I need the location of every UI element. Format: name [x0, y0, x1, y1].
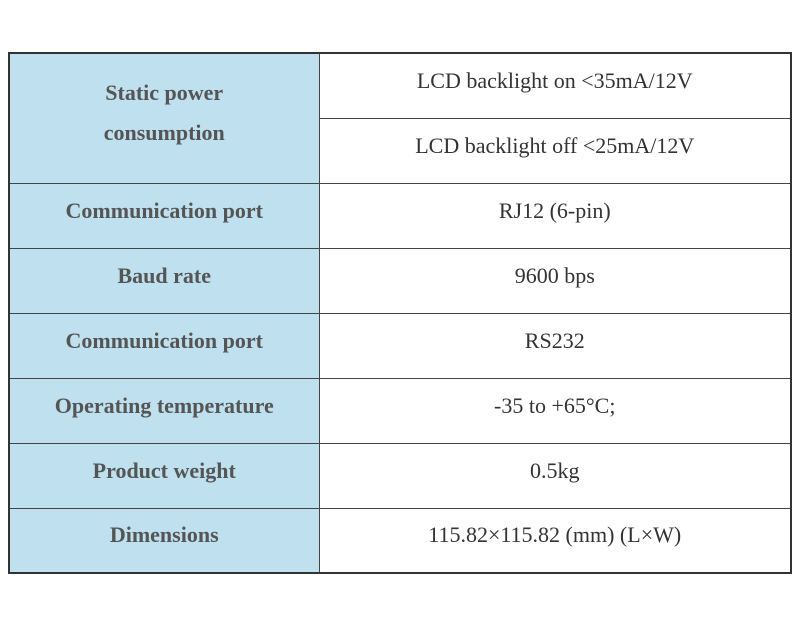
row-label: Operating temperature — [54, 392, 274, 418]
row-value: LCD backlight on <35mA/12V — [318, 52, 792, 119]
row-value: RJ12 (6-pin) — [318, 182, 792, 249]
row-label: Communication port — [65, 327, 263, 353]
table-row: Baud rate 9600 bps — [8, 247, 792, 314]
row-label-cell: Communication port — [8, 182, 320, 249]
row-value: 9600 bps — [318, 247, 792, 314]
row-value: 0.5kg — [318, 442, 792, 509]
row-label-cell: Operating temperature — [8, 377, 320, 444]
row-label: Static power consumption — [103, 80, 225, 146]
table-row: Dimensions 115.82×115.82 (mm) (L×W) — [8, 507, 792, 574]
row-label-cell: Baud rate — [8, 247, 320, 314]
row-label: Communication port — [65, 197, 263, 223]
row-label-cell: Static power consumption — [8, 52, 320, 184]
table-row: Communication port RS232 — [8, 312, 792, 379]
table-row: Product weight 0.5kg — [8, 442, 792, 509]
row-label-cell: Communication port — [8, 312, 320, 379]
row-value: LCD backlight off <25mA/12V — [318, 117, 792, 184]
table-row: Communication port RJ12 (6-pin) — [8, 182, 792, 249]
table-row: Operating temperature -35 to +65°C; — [8, 377, 792, 444]
spec-table: Static power consumption LCD backlight on… — [8, 52, 792, 574]
row-value: RS232 — [318, 312, 792, 379]
row-label-cell: Product weight — [8, 442, 320, 509]
row-label-cell: Dimensions — [8, 507, 320, 574]
row-label: Dimensions — [109, 522, 219, 548]
row-value: -35 to +65°C; — [318, 377, 792, 444]
row-label: Product weight — [92, 457, 236, 483]
row-value: 115.82×115.82 (mm) (L×W) — [318, 507, 792, 574]
row-label: Baud rate — [117, 262, 212, 288]
table-row: LCD backlight off <25mA/12V — [9, 117, 792, 184]
table-row: Static power consumption LCD backlight on… — [8, 52, 792, 184]
